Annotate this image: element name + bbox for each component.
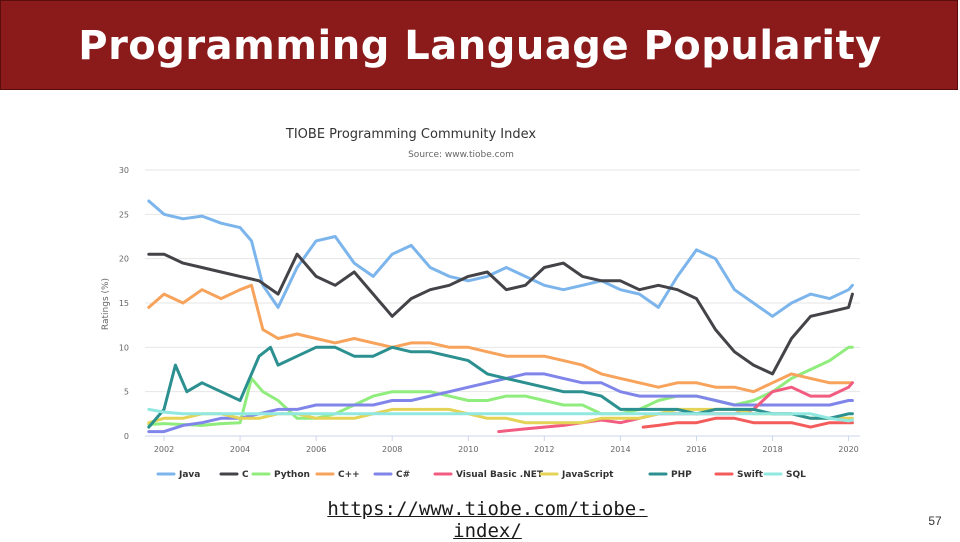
x-tick-label: 2008 [382,445,402,454]
series-line-c [147,252,854,376]
x-tick-label: 2020 [838,445,858,454]
y-tick-labels: 0 5 10 15 20 25 30 [119,166,129,441]
legend-label[interactable]: SQL [786,470,806,480]
y-tick-label: 0 [124,432,129,441]
tiobe-line-chart: TIOBE Programming Community Index Source… [101,127,860,480]
chart-title: TIOBE Programming Community Index [285,127,536,142]
series-line-sql [147,407,854,423]
y-tick-label: 5 [124,388,129,397]
x-tick-label: 2014 [610,445,630,454]
slide-number: 57 [928,514,942,528]
legend-label[interactable]: C# [396,470,410,480]
x-tick-label: 2012 [534,445,554,454]
series-line-python [147,345,854,427]
legend-label[interactable]: Swift [737,470,764,480]
legend-label[interactable]: Visual Basic .NET [456,470,544,480]
series-line-php [147,345,854,429]
x-tick-labels: 2002 2004 2006 2008 2010 2012 2014 2016 2018 2020 [154,436,859,454]
series-line-java [147,199,854,318]
x-tick-label: 2010 [458,445,478,454]
y-tick-label: 10 [119,343,129,352]
y-tick-label: 25 [119,210,129,219]
chart-subtitle: Source: www.tiobe.com [408,150,514,160]
legend-label[interactable]: PHP [671,470,692,480]
legend-label[interactable]: C++ [338,470,360,480]
x-tick-label: 2006 [306,445,326,454]
source-link[interactable]: https://www.tiobe.com/tiobe-index/ [327,498,648,542]
title-bar [0,0,958,90]
y-tick-label: 15 [119,299,129,308]
series-lines [147,199,854,434]
legend-label[interactable]: JavaScript [561,470,614,480]
legend-label[interactable]: Java [178,470,200,480]
y-tick-label: 20 [119,255,129,264]
legend: Java C Python C++ C# Visual Basic .NET JavaScr… [156,470,806,480]
slide-title: Programming Language Popularity [78,23,882,69]
series-line-swift [641,416,854,429]
x-tick-label: 2018 [762,445,782,454]
x-tick-label: 2002 [154,445,174,454]
legend-label[interactable]: C [242,470,249,480]
series-line-c [147,283,854,394]
x-tick-label: 2016 [686,445,706,454]
legend-label[interactable]: Python [274,470,310,480]
x-tick-label: 2004 [230,445,250,454]
y-axis-title: Ratings (%) [101,278,111,330]
y-tick-label: 30 [119,166,129,175]
